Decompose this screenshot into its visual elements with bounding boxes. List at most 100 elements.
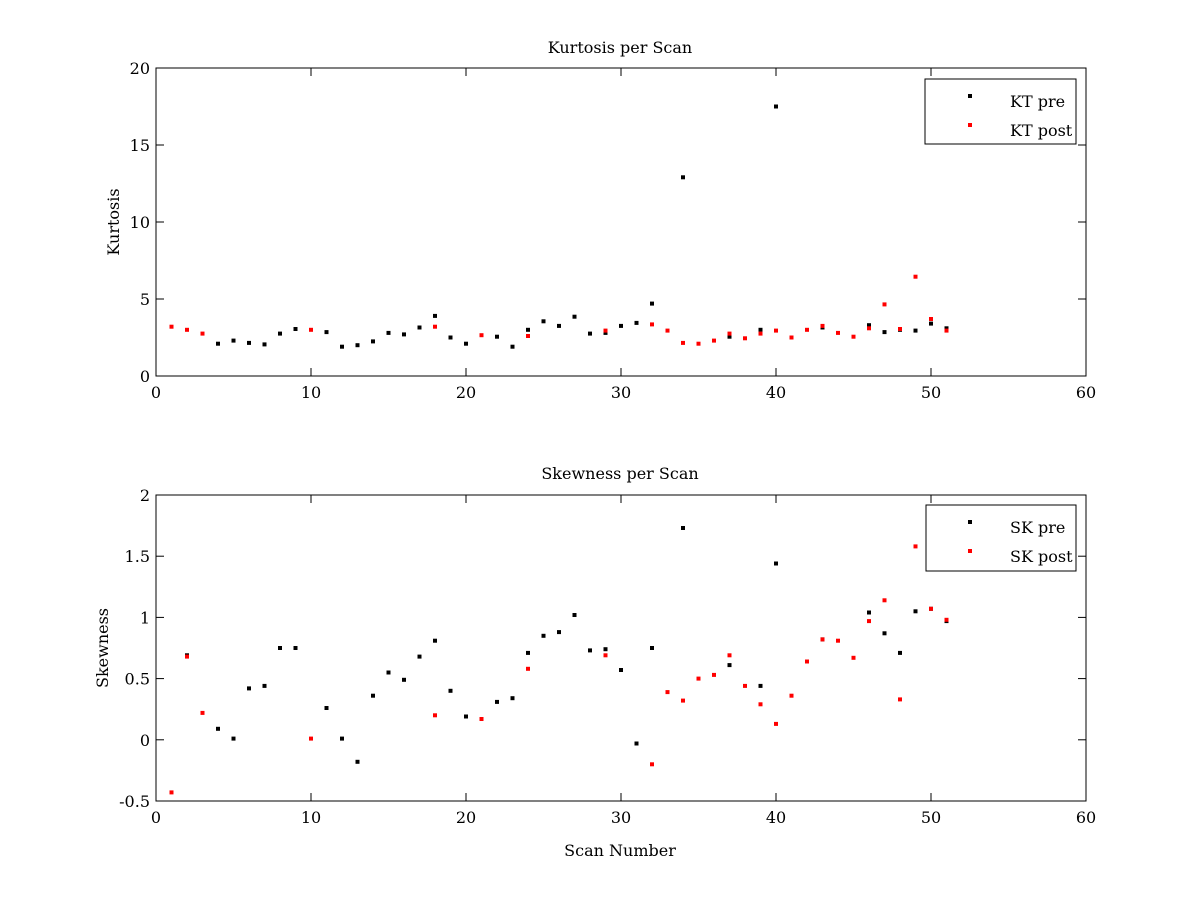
- kurtosis-point-pre: [355, 343, 360, 348]
- skewness-point-pre: [526, 650, 530, 655]
- kurtosis-point-pre: [867, 323, 871, 328]
- skewness-point-pre: [557, 630, 561, 635]
- kurtosis-point-post: [650, 322, 654, 327]
- kurtosis-point-pre: [278, 331, 282, 336]
- kurtosis-point-pre: [216, 341, 220, 346]
- kurtosis-y-tick-label: 10: [130, 213, 150, 232]
- skewness-point-post: [758, 702, 763, 707]
- skewness-point-post: [944, 617, 949, 622]
- kurtosis-point-post: [882, 302, 887, 307]
- kurtosis-point-pre: [526, 327, 530, 332]
- skewness-point-post: [867, 619, 871, 624]
- kurtosis-point-post: [169, 324, 174, 329]
- skewness-point-pre: [402, 677, 406, 682]
- skewness-point-pre: [541, 633, 546, 638]
- skewness-point-post: [820, 637, 825, 642]
- skewness-point-pre: [262, 683, 267, 688]
- kurtosis-point-pre: [588, 331, 592, 336]
- kurtosis-point-pre: [603, 330, 608, 335]
- kurtosis-point-pre: [247, 340, 251, 345]
- kurtosis-point-post: [665, 328, 670, 333]
- skewness-point-pre: [247, 686, 251, 691]
- kurtosis-point-post: [789, 335, 794, 340]
- kurtosis-point-post: [836, 330, 840, 335]
- skewness-y-tick-label: 1: [140, 608, 150, 627]
- skewness-point-pre: [448, 688, 453, 693]
- skewness-point-pre: [898, 650, 902, 655]
- kurtosis-legend-label-post: KT post: [1010, 121, 1073, 140]
- skewness-point-pre: [340, 736, 344, 741]
- skewness-x-tick-label: 10: [301, 808, 321, 827]
- kurtosis-point-pre: [417, 325, 422, 330]
- kurtosis-point-pre: [324, 330, 329, 335]
- kurtosis-point-post: [681, 340, 685, 345]
- skewness-point-post: [898, 697, 902, 702]
- skewness-point-pre: [650, 646, 654, 650]
- skewness-title: Skewness per Scan: [541, 464, 698, 483]
- skewness-legend-marker-post: [968, 549, 972, 553]
- kurtosis-point-pre: [572, 314, 577, 319]
- kurtosis-point-post: [727, 331, 732, 336]
- kurtosis-point-pre: [510, 344, 515, 349]
- skewness-y-tick-label: 1.5: [125, 547, 150, 566]
- skewness-point-pre: [619, 668, 623, 672]
- skewness-point-post: [309, 736, 313, 741]
- skewness-point-post: [526, 666, 530, 671]
- kurtosis-point-pre: [262, 342, 267, 347]
- skewness-point-post: [913, 544, 918, 549]
- kurtosis-ticks: 0 10 20 30 40 50 60 0 5 10 15 20: [130, 59, 1097, 402]
- skewness-point-post: [665, 690, 670, 695]
- kurtosis-point-pre: [293, 327, 298, 331]
- kurtosis-point-pre: [371, 339, 375, 344]
- kurtosis-y-tick-label: 20: [130, 59, 150, 78]
- kurtosis-point-post: [309, 327, 313, 332]
- kurtosis-legend-box: [924, 78, 1077, 145]
- skewness-point-post: [185, 654, 189, 659]
- skewness-point-pre: [278, 646, 282, 650]
- skewness-point-pre: [371, 693, 375, 698]
- skewness-point-post: [479, 717, 484, 721]
- skewness-point-pre: [681, 526, 685, 530]
- kurtosis-x-tick-label: 10: [301, 383, 321, 402]
- kurtosis-y-tick-label: 5: [140, 290, 150, 309]
- kurtosis-y-axis-label: Kurtosis: [104, 188, 123, 255]
- skewness-x-axis-label: Scan Number: [564, 841, 676, 860]
- kurtosis-point-pre: [913, 328, 918, 333]
- kurtosis-point-post: [898, 327, 902, 331]
- skewness-point-pre: [216, 726, 220, 731]
- skewness-panel: Skewness per Scan 0 10 20 30 40 50 60-0.500.51…: [93, 464, 1096, 860]
- kurtosis-point-post: [433, 324, 437, 329]
- kurtosis-point-pre: [758, 327, 763, 332]
- kurtosis-panel: Kurtosis per Scan 0 10 20 30 40 50 6005101520 …: [104, 38, 1096, 402]
- skewness-point-post: [789, 693, 794, 698]
- skewness-point-pre: [464, 714, 468, 719]
- skewness-point-pre: [417, 654, 422, 659]
- skewness-point-pre: [774, 561, 778, 566]
- skewness-legend-box: [925, 504, 1077, 572]
- kurtosis-point-post: [944, 328, 949, 333]
- skewness-point-pre: [867, 610, 871, 615]
- skewness-point-post: [650, 762, 654, 767]
- kurtosis-point-post: [851, 334, 856, 339]
- kurtosis-point-pre: [541, 319, 546, 324]
- skewness-x-tick-label: 50: [921, 808, 941, 827]
- skewness-ticks: 0 10 20 30 40 50 60-0.500.511.52: [119, 486, 1096, 827]
- kurtosis-point-post: [696, 341, 701, 346]
- kurtosis-point-pre: [231, 338, 236, 343]
- kurtosis-point-pre: [495, 334, 499, 339]
- kurtosis-legend: KT pre KT post: [924, 78, 1077, 145]
- skewness-legend-label-pre: SK pre: [1010, 518, 1065, 537]
- kurtosis-point-post: [820, 323, 825, 328]
- skewness-x-tick-label: 60: [1076, 808, 1096, 827]
- kurtosis-point-post: [185, 327, 189, 332]
- skewness-point-pre: [433, 638, 437, 643]
- kurtosis-point-pre: [557, 323, 561, 328]
- skewness-point-post: [743, 683, 747, 688]
- kurtosis-x-tick-label: 0: [151, 383, 161, 402]
- skewness-point-post: [712, 672, 716, 677]
- skewness-point-post: [681, 698, 685, 703]
- kurtosis-point-pre: [650, 301, 654, 306]
- kurtosis-point-post: [479, 333, 484, 338]
- skewness-y-axis-label: Skewness: [93, 608, 112, 688]
